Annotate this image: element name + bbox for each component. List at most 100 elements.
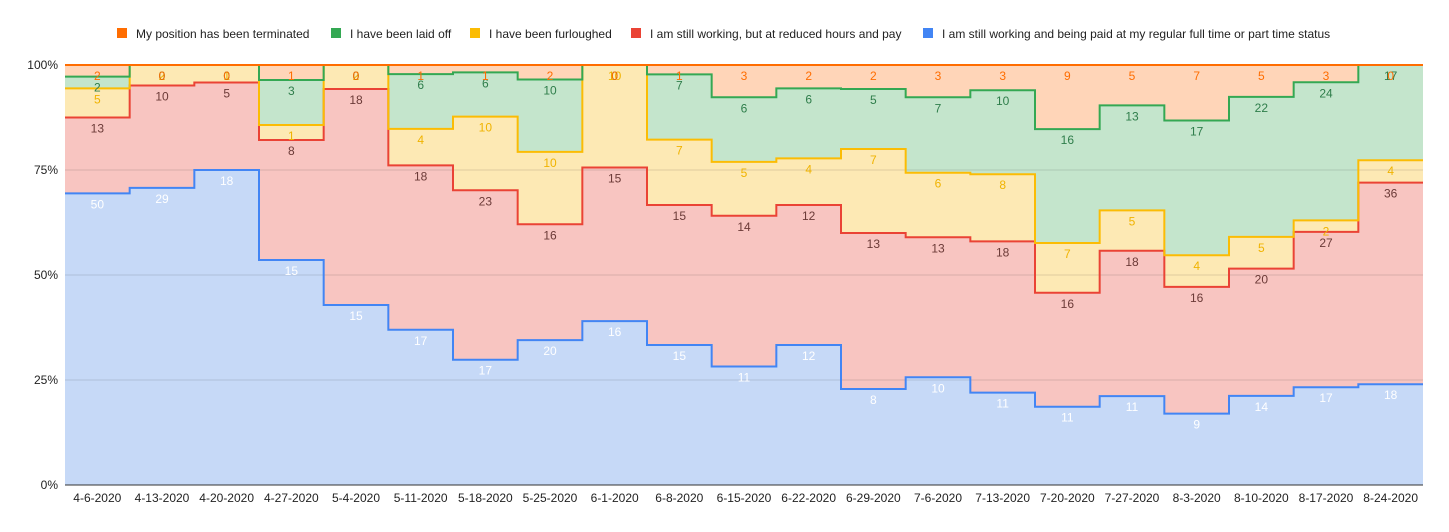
data-label-4-2: 0 [223,69,230,83]
data-label-4-13: 3 [935,69,942,83]
data-label-0-5: 17 [414,334,428,348]
data-label-4-19: 3 [1323,69,1330,83]
data-label-2-19: 2 [1323,224,1330,238]
series-line-2 [65,64,1423,257]
series-line-1 [65,81,1423,294]
data-label-3-13: 7 [935,101,942,115]
y-tick-label-2: 50% [34,268,58,282]
data-label-3-4: 0 [353,69,360,83]
data-label-3-12: 5 [870,93,877,107]
x-tick-label-0: 4-6-2020 [73,491,121,505]
x-tick-label-8: 6-1-2020 [591,491,639,505]
data-label-0-12: 8 [870,393,877,407]
data-label-3-17: 17 [1190,124,1204,138]
data-label-4-15: 9 [1064,69,1071,83]
x-tick-label-19: 8-17-2020 [1299,491,1354,505]
data-label-4-11: 2 [805,69,812,83]
data-label-1-16: 18 [1125,255,1139,269]
y-tick-label-3: 75% [34,163,58,177]
gridlines [65,169,1423,381]
data-label-3-19: 24 [1319,86,1333,100]
data-label-2-15: 7 [1064,247,1071,261]
data-label-0-9: 15 [673,349,687,363]
x-tick-label-10: 6-15-2020 [717,491,772,505]
data-label-1-10: 14 [737,220,751,234]
data-label-2-16: 5 [1129,214,1136,228]
data-label-3-1: 0 [159,69,166,83]
data-label-1-3: 8 [288,144,295,158]
data-label-2-13: 6 [935,177,942,191]
data-label-1-17: 16 [1190,291,1204,305]
data-label-1-11: 12 [802,209,816,223]
data-label-1-2: 5 [223,87,230,101]
legend-label-3: I have been laid off [350,27,452,41]
data-label-4-6: 1 [482,69,489,83]
data-label-0-15: 11 [1061,411,1074,425]
data-label-1-15: 16 [1061,297,1075,311]
data-label-1-1: 10 [155,89,169,103]
data-label-3-9: 7 [676,78,683,92]
data-label-0-8: 16 [608,325,622,339]
data-label-0-10: 11 [738,371,751,385]
data-label-2-3: 1 [288,129,295,143]
data-label-2-5: 4 [417,133,424,147]
data-label-3-18: 22 [1255,101,1269,115]
x-tick-label-12: 6-29-2020 [846,491,901,505]
data-label-1-20: 36 [1384,187,1398,201]
data-label-3-15: 16 [1061,133,1075,147]
data-label-3-2: 0 [223,69,230,83]
data-label-4-14: 3 [999,69,1006,83]
data-label-4-18: 5 [1258,69,1265,83]
data-label-4-20: 0 [1387,69,1394,83]
data-label-2-1: 2 [159,69,166,83]
x-tick-label-4: 5-4-2020 [332,491,380,505]
data-label-1-0: 13 [91,122,105,136]
axes: 4-6-2020 4-13-2020 4-20-2020 4-27-2020 5-4-2… [27,58,1423,505]
data-label-0-17: 9 [1193,418,1200,432]
data-label-2-6: 10 [479,121,493,135]
data-label-1-4: 18 [349,93,363,107]
data-label-1-7: 16 [543,228,557,242]
data-label-0-7: 20 [543,344,557,358]
data-label-3-8: 0 [611,69,618,83]
data-label-2-0: 5 [94,92,101,106]
data-label-0-20: 18 [1384,388,1398,402]
legend-swatch-1 [631,28,641,38]
legend-label-4: My position has been terminated [136,27,309,41]
data-label-0-13: 10 [931,381,945,395]
x-tick-label-17: 8-3-2020 [1173,491,1221,505]
data-label-3-14: 10 [996,94,1010,108]
data-label-1-19: 27 [1319,236,1333,250]
data-label-4-5: 1 [417,69,424,83]
data-label-1-8: 15 [608,171,622,185]
data-label-0-18: 14 [1255,400,1269,414]
data-label-0-0: 50 [91,197,105,211]
data-label-1-13: 13 [931,241,945,255]
series-line-3 [65,64,1423,131]
data-label-2-17: 4 [1193,259,1200,273]
legend-label-2: I have been furloughed [489,27,612,41]
data-label-2-8: 10 [608,69,622,83]
data-label-3-0: 2 [94,81,101,95]
x-tick-label-15: 7-20-2020 [1040,491,1095,505]
data-label-3-3: 3 [288,84,295,98]
data-label-4-3: 1 [288,69,295,83]
legend: My position has been terminated I have be… [117,27,1330,41]
data-label-2-7: 10 [543,156,557,170]
x-tick-label-3: 4-27-2020 [264,491,319,505]
y-tick-label-1: 25% [34,373,58,387]
data-label-1-9: 15 [673,209,687,223]
data-label-1-5: 18 [414,169,428,183]
legend-swatch-4 [117,28,127,38]
x-tick-label-18: 8-10-2020 [1234,491,1289,505]
data-label-2-4: 2 [353,69,360,83]
data-label-0-11: 12 [802,349,816,363]
x-tick-label-20: 8-24-2020 [1363,491,1418,505]
y-tick-label-4: 100% [27,58,58,72]
x-tick-label-5: 5-11-2020 [394,491,448,505]
data-label-0-14: 11 [996,397,1009,411]
data-label-3-7: 10 [543,83,557,97]
